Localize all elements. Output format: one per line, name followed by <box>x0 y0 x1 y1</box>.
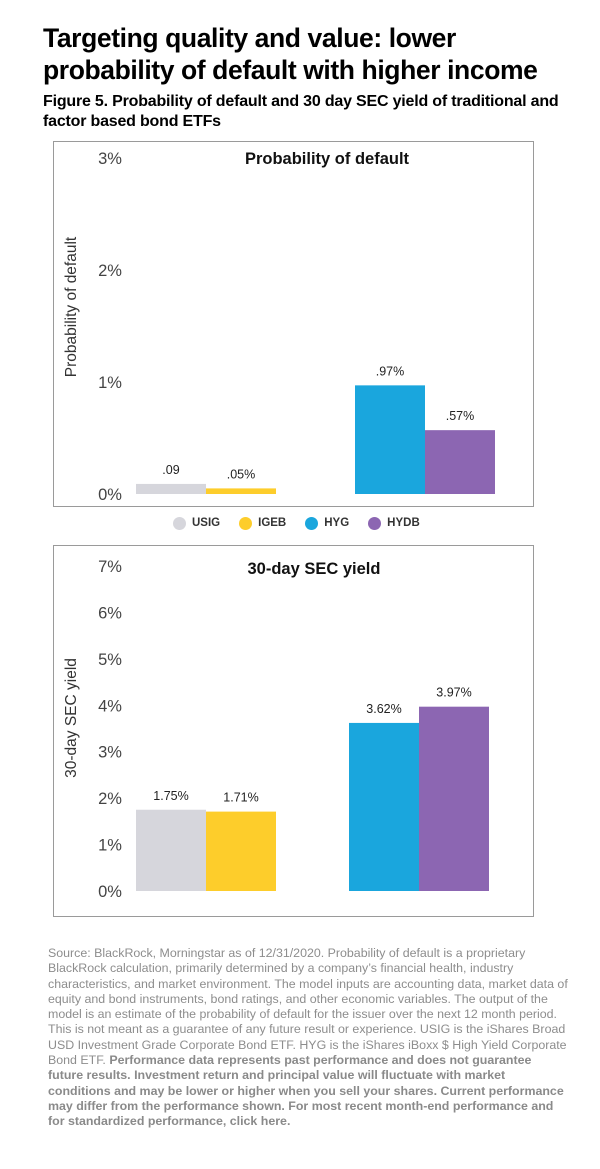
y-tick-label: 3% <box>98 744 122 762</box>
data-label-igeb: .05% <box>227 467 256 481</box>
legend-swatch-usig <box>173 516 186 530</box>
y-tick-label: 1% <box>98 374 122 392</box>
legend-swatch-hydb <box>368 516 382 530</box>
y-tick-label: 6% <box>98 604 122 622</box>
bar-hydb <box>425 430 495 494</box>
bar-igeb <box>206 488 276 494</box>
data-label-usig: .09 <box>162 463 179 477</box>
legend-label: IGEB <box>258 517 287 529</box>
legend-label: HYG <box>324 517 350 529</box>
y-tick-label: 3% <box>98 150 122 168</box>
data-label-hyg: .97% <box>376 364 405 378</box>
data-label-usig: 1.75% <box>153 789 188 803</box>
legend-item-hyg: HYG <box>305 516 350 530</box>
legend-item-usig: USIG <box>173 516 221 530</box>
bar-igeb <box>206 811 276 891</box>
sec-yield-chart: 30-day SEC yield 30-day SEC yield 0% 1% 2% 3%… <box>53 545 534 917</box>
chart-title: Probability of default <box>245 150 410 168</box>
data-label-hyg: 3.62% <box>366 702 401 716</box>
y-tick-label: 5% <box>98 651 122 669</box>
y-tick-label: 4% <box>98 697 122 715</box>
chart-title: 30-day SEC yield <box>248 560 381 578</box>
y-axis-label: 30-day SEC yield <box>63 658 80 778</box>
y-tick-label: 0% <box>98 486 122 504</box>
data-label-hydb: .57% <box>446 409 475 423</box>
legend-swatch-igeb <box>239 516 253 530</box>
source-footnote: Source: BlackRock, Morningstar as of 12/… <box>48 946 568 1130</box>
bar-usig <box>136 809 206 891</box>
bar-hyg <box>355 385 425 494</box>
figure-caption: Figure 5. Probability of default and 30 … <box>43 93 559 130</box>
probability-of-default-chart: Probability of default Probability of def… <box>53 141 534 507</box>
legend-item-igeb: IGEB <box>239 516 287 530</box>
bar-hyg <box>349 722 419 891</box>
legend-item-hydb: HYDB <box>368 516 420 530</box>
legend-label: HYDB <box>387 517 420 529</box>
legend-label: USIG <box>192 517 221 529</box>
probability-of-default-plot: Probability of default Probability of def… <box>63 150 495 504</box>
legend-swatch-hyg <box>305 516 319 530</box>
y-tick-label: 1% <box>98 837 122 855</box>
y-tick-label: 2% <box>98 790 122 808</box>
bar-usig <box>136 483 206 494</box>
sec-yield-plot: 30-day SEC yield 30-day SEC yield 0% 1% 2% 3%… <box>63 558 489 901</box>
y-tick-label: 2% <box>98 262 122 280</box>
page-headline: Targeting quality and value: lower proba… <box>43 23 538 85</box>
chart-legend: USIG IGEB HYG HYDB <box>173 513 439 533</box>
y-tick-label: 7% <box>98 558 122 576</box>
y-axis-label: Probability of default <box>63 236 80 377</box>
bar-hydb <box>419 706 489 891</box>
y-tick-label: 0% <box>98 883 122 901</box>
data-label-igeb: 1.71% <box>223 791 258 805</box>
footnote-performance-disclaimer: Performance data represents past perform… <box>48 1053 564 1129</box>
footnote-source-text: Source: BlackRock, Morningstar as of 12/… <box>48 946 568 1068</box>
data-label-hydb: 3.97% <box>436 686 471 700</box>
